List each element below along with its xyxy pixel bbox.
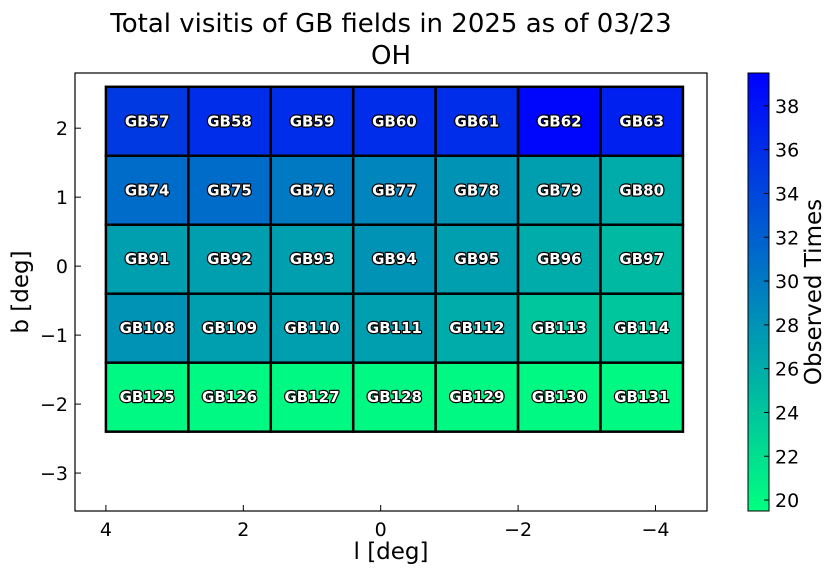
heatmap-cell bbox=[104, 292, 190, 364]
cell-label: GB58 bbox=[207, 112, 252, 130]
x-axis-label: l [deg] bbox=[354, 539, 429, 565]
heatmap-cells bbox=[104, 85, 685, 433]
cell-label: GB74 bbox=[125, 181, 170, 199]
colorbar-tick-label: 26 bbox=[775, 359, 799, 381]
y-tick-label: 2 bbox=[56, 118, 68, 140]
plot-frame bbox=[74, 72, 708, 512]
cell-label: GB59 bbox=[290, 112, 335, 130]
cell-label: GB92 bbox=[207, 250, 252, 268]
y-axis-ticks: 2 1 0 −1 −2 −3 bbox=[40, 118, 81, 485]
cell-label: GB113 bbox=[532, 319, 587, 337]
x-tick-label: −4 bbox=[641, 519, 669, 541]
x-tick-label: 0 bbox=[375, 519, 387, 541]
heatmap-cell-labels: GB57 GB58 GB59 GB60 GB61 GB62 GB63 GB74 GB75 GB76… bbox=[118, 111, 670, 407]
colorbar-tick-label: 30 bbox=[775, 271, 799, 293]
heatmap-cell bbox=[434, 223, 520, 295]
heatmap-cell bbox=[599, 223, 685, 295]
heatmap-cell bbox=[269, 223, 355, 295]
cell-label: GB129 bbox=[449, 388, 504, 406]
cell-label: GB80 bbox=[619, 181, 664, 199]
cell-label: GB125 bbox=[120, 388, 175, 406]
colorbar bbox=[747, 72, 770, 512]
cell-label: GB95 bbox=[455, 250, 500, 268]
cell-label: GB78 bbox=[455, 181, 500, 199]
colorbar-label: Observed Times bbox=[801, 199, 827, 385]
heatmap-cell bbox=[599, 154, 685, 226]
colorbar-ticks: 20 22 24 26 28 30 32 34 36 38 bbox=[764, 96, 799, 512]
heatmap-cell bbox=[516, 361, 602, 433]
colorbar-tick-label: 34 bbox=[775, 183, 799, 205]
y-tick-label: 0 bbox=[56, 256, 68, 278]
colorbar-tick-label: 36 bbox=[775, 140, 799, 162]
heatmap-cell bbox=[269, 361, 355, 433]
y-tick-label: −3 bbox=[40, 463, 68, 485]
cell-label: GB126 bbox=[202, 388, 257, 406]
cell-label: GB94 bbox=[372, 250, 417, 268]
colorbar-tick-label: 22 bbox=[775, 446, 799, 468]
cell-label: GB97 bbox=[619, 250, 664, 268]
cell-label: GB62 bbox=[537, 112, 582, 130]
colorbar-tick-label: 24 bbox=[775, 402, 799, 424]
cell-label: GB76 bbox=[290, 181, 335, 199]
heatmap-cell bbox=[599, 361, 685, 433]
heatmap-cell bbox=[516, 85, 602, 158]
heatmap-cell bbox=[187, 223, 273, 295]
colorbar-tick-label: 32 bbox=[775, 227, 799, 249]
cell-label: GB93 bbox=[290, 250, 335, 268]
y-tick-label: 1 bbox=[56, 187, 68, 209]
cell-label: GB110 bbox=[284, 319, 339, 337]
y-axis-label: b [deg] bbox=[8, 250, 34, 333]
heatmap-cell bbox=[516, 292, 602, 364]
cell-label: GB79 bbox=[537, 181, 582, 199]
chart-subtitle: OH bbox=[371, 41, 411, 71]
x-axis-ticks: 4 2 0 −2 −4 bbox=[100, 505, 669, 541]
cell-label: GB60 bbox=[372, 112, 417, 130]
cell-label: GB63 bbox=[619, 112, 664, 130]
cell-label: GB114 bbox=[614, 319, 669, 337]
cell-label: GB57 bbox=[125, 112, 170, 130]
x-tick-label: 4 bbox=[100, 519, 112, 541]
colorbar-tick-label: 28 bbox=[775, 315, 799, 337]
cell-label: GB77 bbox=[372, 181, 417, 199]
heatmap-cell bbox=[269, 154, 355, 226]
heatmap-cell bbox=[104, 154, 190, 226]
heatmap-cell bbox=[187, 292, 273, 364]
y-tick-label: −2 bbox=[40, 394, 68, 416]
cell-label: GB127 bbox=[284, 388, 339, 406]
x-tick-label: −2 bbox=[504, 519, 532, 541]
heatmap-cell bbox=[516, 223, 602, 295]
cell-label: GB91 bbox=[125, 250, 170, 268]
x-tick-label: 2 bbox=[237, 519, 249, 541]
heatmap-cell bbox=[104, 85, 190, 158]
cell-label: GB130 bbox=[532, 388, 587, 406]
chart-title: Total visitis of GB fields in 2025 as of… bbox=[109, 9, 671, 39]
heatmap-cell bbox=[434, 154, 520, 226]
cell-label: GB96 bbox=[537, 250, 582, 268]
cell-label: GB131 bbox=[614, 388, 669, 406]
cell-label: GB108 bbox=[120, 319, 175, 337]
cell-label: GB111 bbox=[367, 319, 422, 337]
heatmap-cell bbox=[104, 361, 190, 433]
cell-label: GB75 bbox=[207, 181, 252, 199]
cell-label: GB128 bbox=[367, 388, 422, 406]
cell-label: GB112 bbox=[449, 319, 504, 337]
cell-label: GB109 bbox=[202, 319, 257, 337]
y-tick-label: −1 bbox=[40, 325, 68, 347]
colorbar-tick-label: 20 bbox=[775, 490, 799, 512]
cell-label: GB61 bbox=[455, 112, 500, 130]
colorbar-tick-label: 38 bbox=[775, 96, 799, 118]
